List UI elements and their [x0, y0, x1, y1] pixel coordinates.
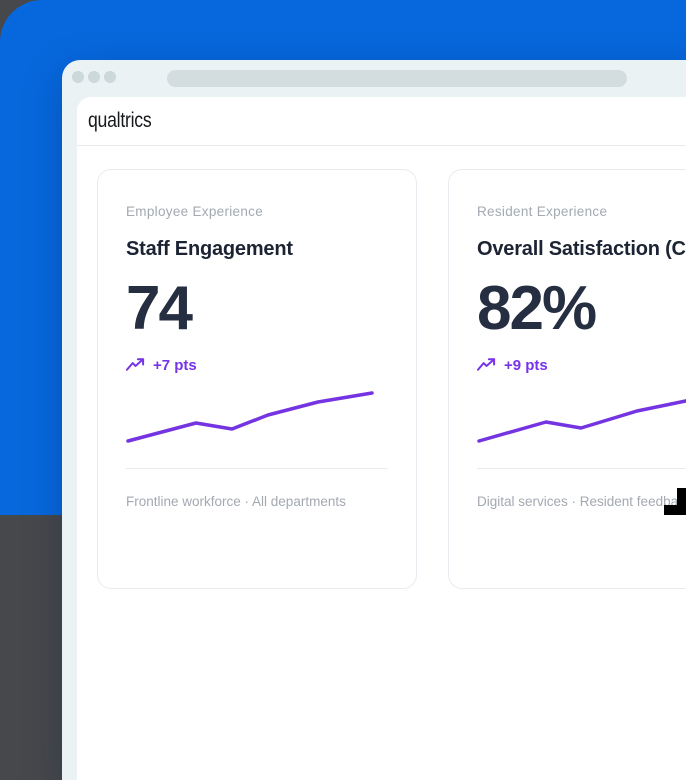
window-traffic-lights	[72, 71, 116, 83]
kpi-value: 74	[126, 274, 193, 344]
kpi-cards-row: Employee Experience Staff Engagement 74 …	[97, 169, 686, 589]
card-divider	[126, 468, 388, 470]
kpi-delta-label: +9 pts	[504, 356, 548, 374]
trending-up-icon	[477, 358, 496, 372]
kpi-delta: +9 pts	[477, 355, 686, 375]
kpi-card-staff-engagement[interactable]: Employee Experience Staff Engagement 74 …	[97, 169, 417, 589]
kpi-delta-label: +7 pts	[153, 356, 197, 374]
card-footer-label: Frontline workforce · All departments	[126, 494, 346, 510]
black-corner-shape	[677, 488, 686, 515]
kpi-delta: +7 pts	[126, 355, 388, 375]
card-category-label: Resident Experience	[477, 204, 608, 219]
traffic-light-dot[interactable]	[72, 71, 84, 83]
card-title: Overall Satisfaction (CSAT)	[477, 238, 686, 261]
trending-up-icon	[126, 358, 145, 372]
page-header: qualtrics	[77, 97, 686, 146]
dashboard-content: Employee Experience Staff Engagement 74 …	[77, 146, 686, 589]
browser-window: qualtrics Employee Experience Staff Enga…	[62, 60, 686, 780]
page-content: qualtrics Employee Experience Staff Enga…	[77, 97, 686, 780]
qualtrics-logo: qualtrics	[88, 109, 152, 132]
card-title: Staff Engagement	[126, 238, 293, 261]
url-bar[interactable]	[167, 70, 627, 87]
card-divider	[477, 468, 686, 470]
black-corner-shape	[664, 505, 686, 515]
traffic-light-dot[interactable]	[88, 71, 100, 83]
sparkline-chart	[477, 399, 686, 444]
kpi-value: 82%	[477, 274, 597, 344]
kpi-card-overall-satisfaction[interactable]: Resident Experience Overall Satisfaction…	[448, 169, 686, 589]
card-footer-label: Digital services · Resident feedback	[477, 494, 686, 510]
sparkline-chart	[126, 391, 374, 444]
traffic-light-dot[interactable]	[104, 71, 116, 83]
browser-chrome-bar	[62, 60, 686, 97]
card-category-label: Employee Experience	[126, 204, 264, 219]
